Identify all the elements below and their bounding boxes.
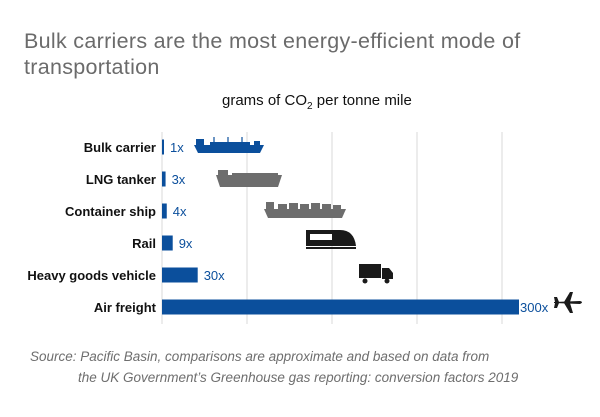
value-label: 3x [172,172,186,187]
gridlines [161,132,503,324]
category-label: Bulk carrier [84,140,156,155]
source-line-1: Source: Pacific Basin, comparisons are a… [30,349,490,364]
train-icon [306,230,356,249]
bar [162,203,167,219]
subtitle-prefix: grams of CO [222,92,308,109]
category-label: Container ship [65,204,156,219]
category-label: Rail [132,236,156,251]
bars [162,139,519,315]
subtitle-subscript: 2 [307,101,313,112]
lng-tanker-ship-icon [216,170,282,187]
bar [162,299,519,315]
category-label: Heavy goods vehicle [27,268,156,283]
container-ship-icon [264,202,346,218]
category-labels: Bulk carrier LNG tanker Container ship Rail… [27,140,156,315]
transport-icons [194,137,582,313]
value-labels: 1x 3x 4x 9x 30x 300x [170,140,549,315]
value-label: 300x [520,300,549,315]
value-label: 9x [179,236,193,251]
source-line-2: the UK Government’s Greenhouse gas repor… [78,370,519,385]
bulk-carrier-ship-icon [194,137,264,153]
bar [162,235,173,251]
chart-title: Bulk carriers are the most energy-effici… [24,29,521,79]
bar [162,171,166,187]
bar [162,267,198,283]
chart-subtitle: grams of CO2 per tonne mile [222,92,412,112]
subtitle-suffix: per tonne mile [312,92,412,109]
truck-icon [359,264,393,284]
source-note: Source: Pacific Basin, comparisons are a… [30,346,590,388]
value-label: 30x [204,268,225,283]
bar-chart: Bulk carrier LNG tanker Container ship Rail… [27,132,582,324]
bar [162,139,164,155]
value-label: 1x [170,140,184,155]
value-label: 4x [173,204,187,219]
category-label: LNG tanker [86,172,156,187]
category-label: Air freight [94,300,157,315]
airplane-icon [554,292,582,313]
